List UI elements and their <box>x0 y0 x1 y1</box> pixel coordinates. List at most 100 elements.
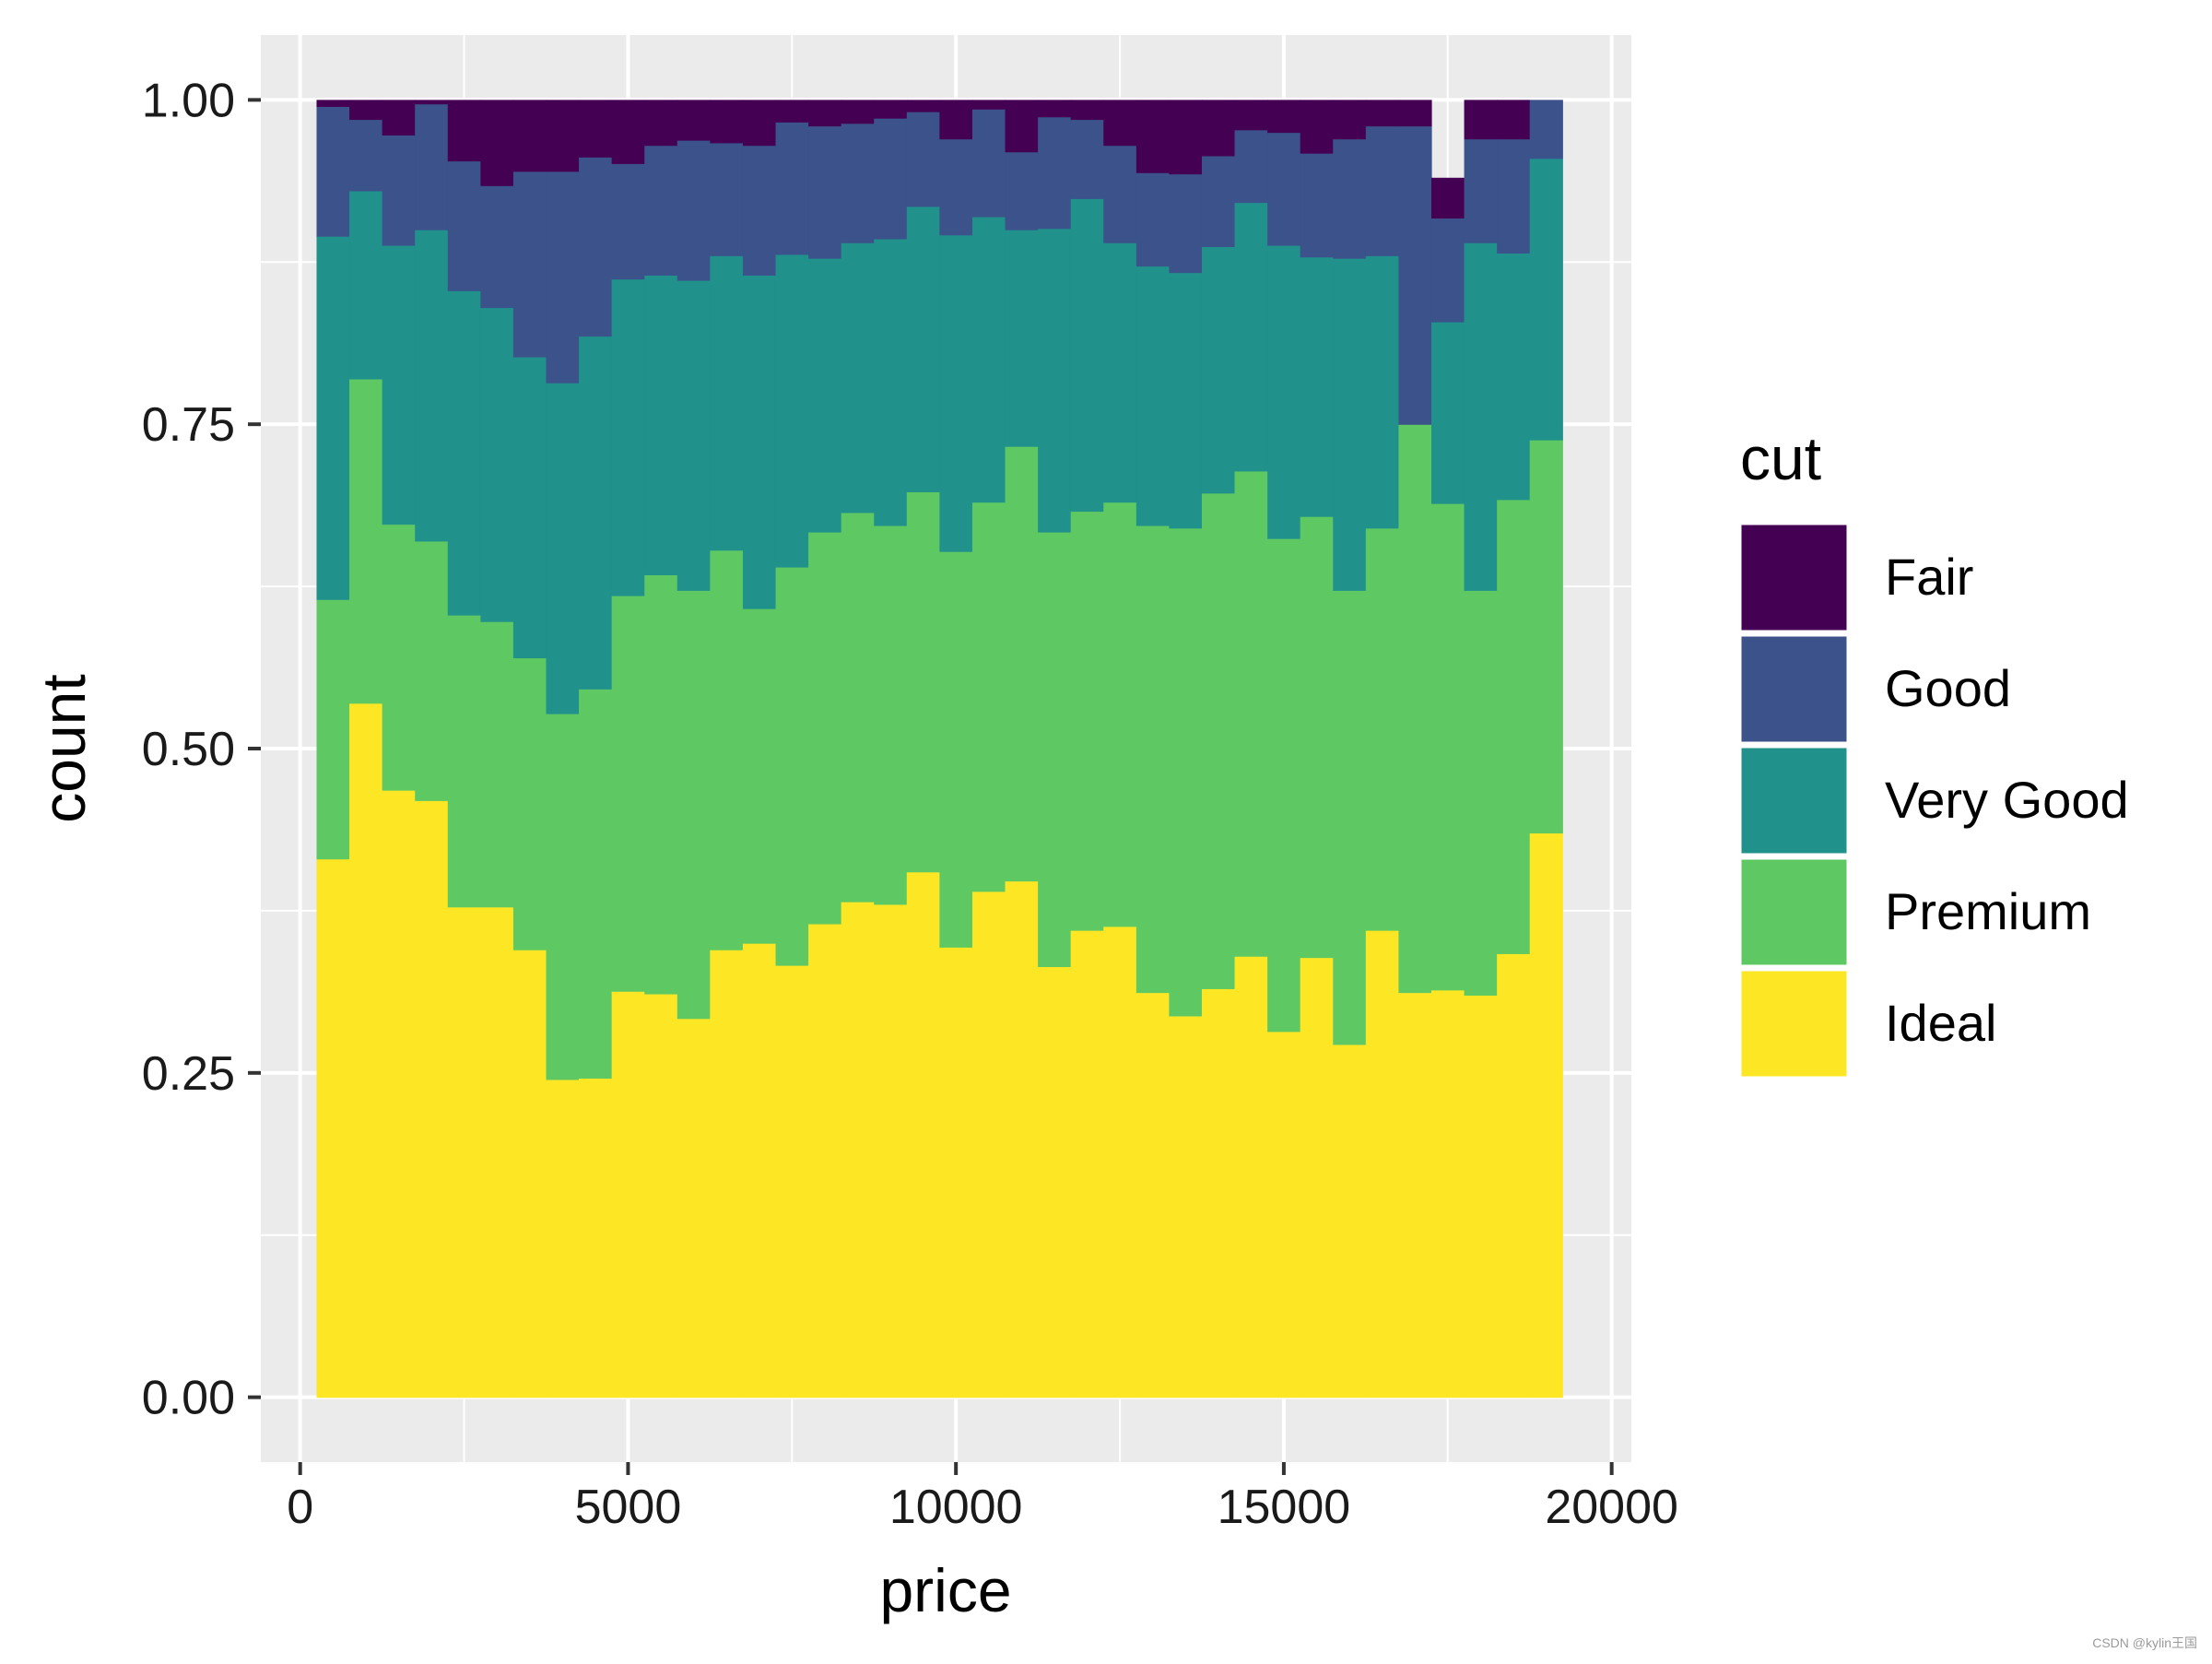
bar-segment-premium <box>939 551 973 948</box>
bar-segment-premium <box>742 608 777 944</box>
bar-segment-ideal <box>644 993 678 1398</box>
x-tick-label: 5000 <box>575 1481 682 1534</box>
bar-segment-very-good <box>1005 230 1039 447</box>
bar-segment-good <box>808 125 842 259</box>
bar-segment-good <box>1333 138 1367 259</box>
bar-segment-ideal <box>1070 930 1104 1398</box>
legend-title: cut <box>1740 424 1821 492</box>
bar-segment-ideal <box>1529 832 1563 1398</box>
bar-segment-premium <box>480 621 514 908</box>
bar-segment-ideal <box>1267 1031 1301 1398</box>
bar-segment-good <box>1005 151 1039 230</box>
x-tick-label: 10000 <box>889 1481 1023 1534</box>
axis-layer: 0 5000 10000 15000 20000 0.00 0.25 0.50 0.75 1.00 <box>142 74 1678 1534</box>
bar-segment-premium <box>316 599 350 860</box>
bar-segment-very-good <box>1169 272 1203 529</box>
bar-segment-ideal <box>1430 989 1465 1398</box>
legend-label-premium: Premium <box>1885 882 2091 940</box>
bar-segment-ideal <box>971 891 1006 1398</box>
bar-segment-good <box>971 109 1006 218</box>
bar-segment-good <box>1365 125 1400 256</box>
y-tick-label: 0.50 <box>142 723 235 776</box>
bar-segment-good <box>611 163 645 280</box>
bar-segment-very-good <box>1135 266 1171 526</box>
bar-segment-fair <box>1267 100 1301 134</box>
bar-segment-good <box>775 122 809 255</box>
bar-segment-premium <box>1234 470 1268 957</box>
bar-segment-premium <box>579 689 613 1080</box>
bar-segment-fair <box>1135 100 1171 173</box>
bar-segment-fair <box>1201 100 1236 157</box>
bar-segment-good <box>1169 173 1203 274</box>
bar-segment-very-good <box>742 275 777 609</box>
bar-segment-fair <box>1333 100 1367 140</box>
legend: Fair Good Very Good Premium Ideal <box>1738 522 2129 1080</box>
bar-segment-ideal <box>382 790 416 1398</box>
bar-segment-ideal <box>808 923 842 1398</box>
bar-segment-premium <box>710 549 744 950</box>
bar-segment-very-good <box>710 255 744 551</box>
bar-segment-good <box>349 119 383 192</box>
bar-segment-very-good <box>579 336 613 690</box>
bar-segment-fair <box>611 100 645 164</box>
y-tick-label: 0.75 <box>142 398 235 452</box>
bar-segment-ideal <box>1464 995 1498 1398</box>
bar-segment-premium <box>1103 502 1137 927</box>
bar-segment-good <box>512 171 547 358</box>
bar-segment-ideal <box>611 991 645 1398</box>
bar-segment-good <box>382 135 416 246</box>
x-axis-title: price <box>879 1556 1011 1624</box>
bar-segment-fair <box>1234 100 1268 131</box>
bar-segment-very-good <box>1365 255 1400 529</box>
bar-segment-good <box>939 138 973 236</box>
bar-segment-ideal <box>349 702 383 1398</box>
bar-segment-very-good <box>1070 198 1104 513</box>
bar-segment-premium <box>1169 527 1203 1017</box>
bar-segment-fair <box>1430 177 1465 219</box>
bar-segment-ideal <box>939 947 973 1398</box>
bar-segment-very-good <box>1234 202 1268 472</box>
bar-segment-fair <box>1497 100 1531 140</box>
bar-segment-premium <box>971 502 1006 892</box>
bar-segment-good <box>1038 116 1072 230</box>
bar-segment-premium <box>1529 440 1563 834</box>
bar-segment-fair <box>1070 100 1104 121</box>
legend-swatch-premium <box>1738 856 1850 968</box>
bar-segment-premium <box>644 574 678 995</box>
bar-segment-premium <box>1464 590 1498 996</box>
bar-segment-good <box>1300 153 1334 258</box>
bar-segment-premium <box>1333 590 1367 1045</box>
bar-segment-premium <box>841 512 875 903</box>
bar-segment-very-good <box>841 242 875 513</box>
bar-segment-fair <box>1103 100 1137 147</box>
bar-segment-very-good <box>874 238 908 526</box>
legend-swatch-fair <box>1738 522 1850 633</box>
bar-segment-premium <box>1497 499 1531 954</box>
bar-segment-good <box>1430 218 1465 323</box>
x-tick-label: 15000 <box>1218 1481 1351 1534</box>
bar-segment-fair <box>841 100 875 124</box>
bar-segment-ideal <box>1005 880 1039 1398</box>
bar-segment-fair <box>415 100 449 105</box>
bar-segment-good <box>742 145 777 276</box>
bars-layer <box>316 100 1563 1398</box>
bar-segment-premium <box>415 540 449 801</box>
bar-segment-ideal <box>546 1079 580 1398</box>
bar-segment-fair <box>512 100 547 172</box>
bar-segment-very-good <box>971 217 1006 503</box>
bar-segment-good <box>1464 138 1498 243</box>
bar-segment-very-good <box>939 234 973 552</box>
bar-segment-fair <box>808 100 842 127</box>
bar-segment-ideal <box>1135 992 1171 1398</box>
bar-segment-premium <box>1398 424 1432 994</box>
y-axis-title: count <box>29 674 98 822</box>
bar-segment-good <box>874 118 908 240</box>
bar-segment-premium <box>1365 527 1400 931</box>
bar-segment-very-good <box>1497 253 1531 501</box>
bar-segment-premium <box>874 525 908 905</box>
bar-segment-very-good <box>775 254 809 568</box>
bar-segment-good <box>906 112 940 207</box>
bar-segment-premium <box>512 657 547 950</box>
bar-segment-ideal <box>1234 956 1268 1398</box>
bar-segment-very-good <box>611 278 645 596</box>
